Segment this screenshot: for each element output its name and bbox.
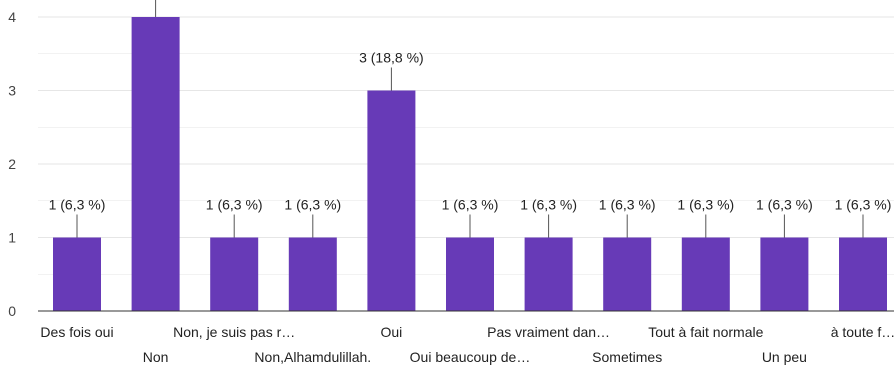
data-label: 1 (6,3 %) xyxy=(442,197,499,213)
bar xyxy=(53,237,101,311)
x-category-label: Des fois oui xyxy=(40,324,113,340)
y-axis-ticks: 0 1 2 3 4 xyxy=(8,9,16,319)
x-category-label: Tout à fait normale xyxy=(648,324,763,340)
grid-lines xyxy=(38,16,894,275)
bar xyxy=(367,90,416,311)
data-label: 1 (6,3 %) xyxy=(835,197,892,213)
y-tick-label: 2 xyxy=(8,156,16,172)
bar xyxy=(210,237,259,311)
y-tick-label: 4 xyxy=(8,9,16,25)
x-category-label: Non,Alhamdulillah. xyxy=(254,349,371,365)
y-tick-label: 1 xyxy=(8,230,16,246)
data-label: 1 (6,3 %) xyxy=(49,197,106,213)
data-label: 1 (6,3 %) xyxy=(599,197,656,213)
x-category-label: Pas vraiment dan… xyxy=(487,324,610,340)
bar xyxy=(760,237,809,311)
x-category-label: Un peu xyxy=(762,349,807,365)
x-category-label: Oui xyxy=(381,324,403,340)
bars xyxy=(53,17,887,311)
x-category-label: Non, je suis pas r… xyxy=(173,324,295,340)
bar xyxy=(681,237,730,311)
bar xyxy=(288,237,337,311)
bar xyxy=(603,237,652,311)
y-tick-label: 0 xyxy=(8,303,16,319)
x-category-label: Sometimes xyxy=(592,349,662,365)
bar xyxy=(131,17,180,311)
data-labels: 1 (6,3 %)4 (25 %)1 (6,3 %)1 (6,3 %)3 (18… xyxy=(49,0,892,238)
data-label: 1 (6,3 %) xyxy=(677,197,734,213)
x-category-label: à toute f… xyxy=(831,324,894,340)
x-category-label: Non xyxy=(143,349,169,365)
data-label: 1 (6,3 %) xyxy=(206,197,263,213)
data-label: 3 (18,8 %) xyxy=(359,50,424,66)
data-label: 1 (6,3 %) xyxy=(284,197,341,213)
bar xyxy=(524,237,573,311)
x-category-label: Oui beaucoup de… xyxy=(410,349,531,365)
data-label: 1 (6,3 %) xyxy=(520,197,577,213)
data-label: 1 (6,3 %) xyxy=(756,197,813,213)
bar xyxy=(839,237,887,311)
y-tick-label: 3 xyxy=(8,83,16,99)
bar xyxy=(446,237,494,311)
